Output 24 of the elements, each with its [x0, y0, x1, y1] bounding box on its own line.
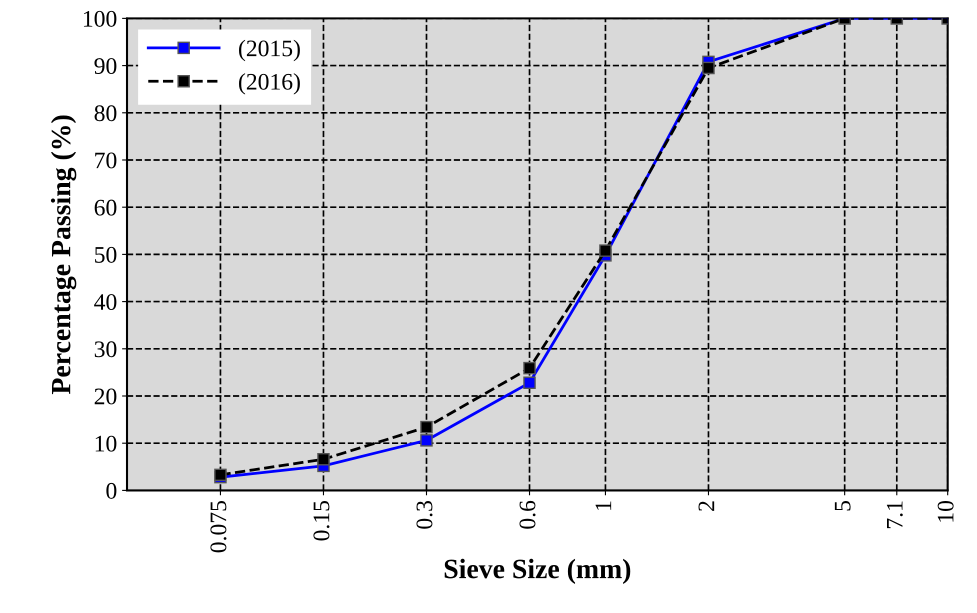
x-tick-label: 1	[596, 502, 612, 510]
y-tick-label: 90	[94, 58, 116, 74]
y-tick-label: 100	[84, 10, 116, 27]
y-axis-title: Percentage Passing (%)	[50, 115, 76, 394]
y-tick-label: 30	[94, 341, 116, 358]
x-tick-label: 0.075	[210, 501, 226, 552]
x-tick-label: 0.6	[519, 500, 536, 529]
y-tick-label: 80	[94, 105, 116, 122]
x-tick-label: 0.15	[313, 501, 330, 541]
x-tick-label: 0.3	[416, 501, 433, 529]
x-tick-label: 7.1	[886, 502, 903, 528]
legend-label: (2015)	[239, 40, 300, 62]
y-tick-label: 0	[106, 482, 116, 499]
y-tick-label: 70	[95, 152, 116, 168]
y-tick-label: 20	[94, 388, 116, 404]
x-axis-title: Sieve Size (mm)	[444, 558, 630, 584]
y-tick-label: 40	[94, 294, 116, 310]
y-tick-label: 60	[94, 200, 116, 216]
x-tick-label: 5	[834, 501, 851, 511]
y-tick-label: 10	[96, 436, 116, 452]
x-tick-label: 10	[938, 501, 954, 522]
legend-label: (2016)	[239, 73, 300, 95]
y-tick-label: 50	[95, 246, 116, 263]
x-tick-label: 2	[698, 501, 714, 511]
